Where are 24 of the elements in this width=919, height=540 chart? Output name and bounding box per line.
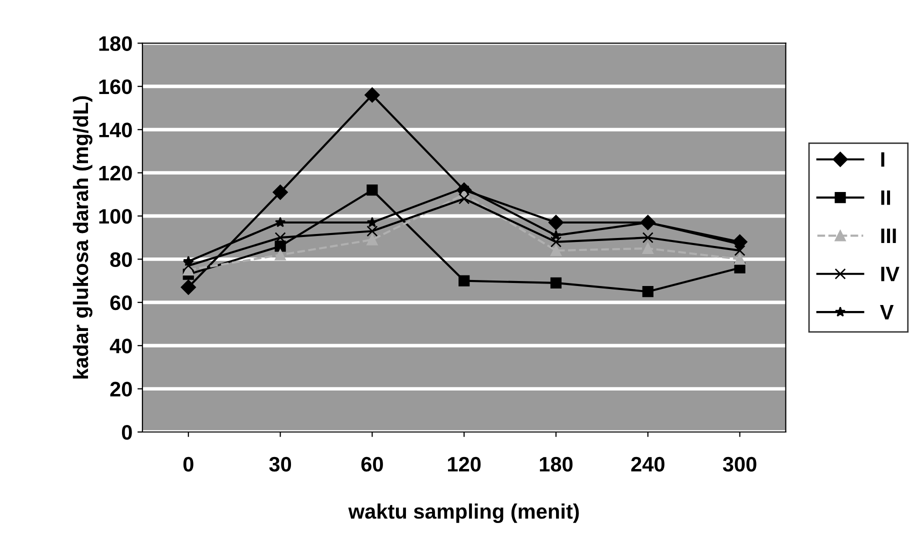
- x-tick-label: 120: [448, 456, 481, 472]
- y-tick-label: 120: [99, 166, 132, 181]
- x-tick-label: 60: [361, 456, 383, 472]
- y-tick-label: 20: [110, 382, 132, 397]
- y-tick-label: 80: [110, 252, 132, 267]
- x-tick-label: 180: [540, 456, 573, 472]
- y-tick-label: 160: [99, 79, 132, 94]
- x-tick-label: 300: [722, 456, 756, 472]
- y-tick-label: 100: [99, 209, 132, 224]
- y-tick-label: 180: [99, 36, 132, 51]
- y-tick-label: 40: [110, 338, 132, 354]
- y-tick-label: 140: [99, 122, 132, 138]
- legend-label: IV: [881, 266, 900, 282]
- y-tick-label: 0: [122, 425, 132, 440]
- x-tick-label: 240: [631, 456, 664, 472]
- legend-label: V: [880, 304, 894, 320]
- y-tick-label: 60: [110, 295, 132, 310]
- legend-label: III: [881, 228, 896, 243]
- x-tick-label: 0: [183, 456, 194, 472]
- legend-label: II: [881, 190, 890, 205]
- legend-label: I: [881, 152, 884, 167]
- x-tick-label: 30: [269, 456, 292, 472]
- y-axis-title: kadar glukosa darah (mg/dL): [72, 96, 92, 379]
- x-axis-title: waktu sampling (menit): [348, 504, 579, 524]
